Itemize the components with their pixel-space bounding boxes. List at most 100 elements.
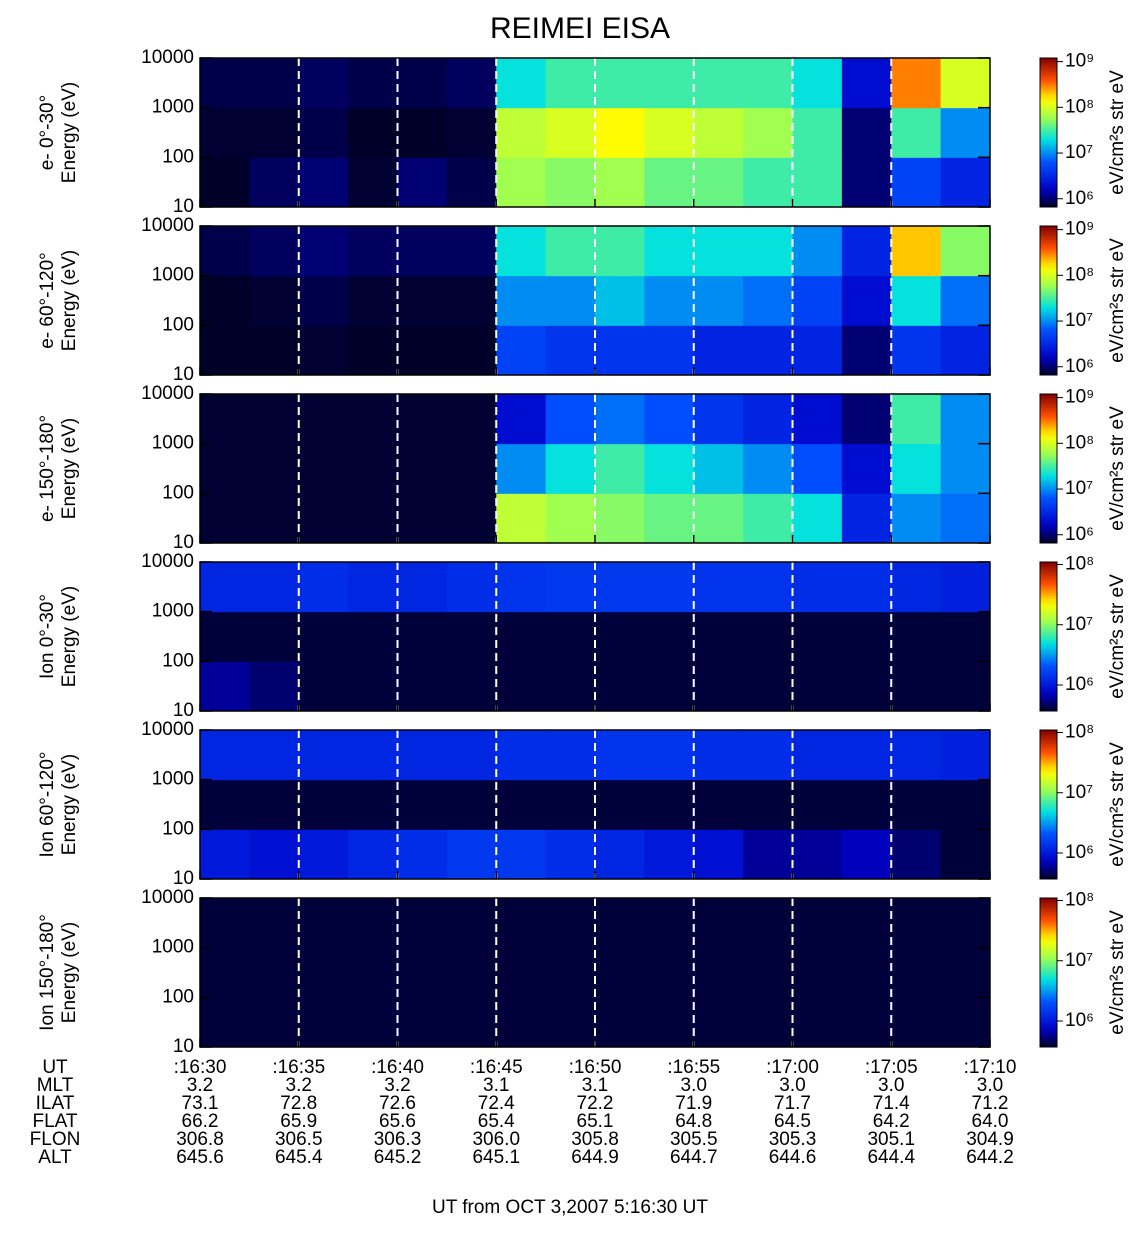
heatmap-cell	[644, 562, 695, 613]
heatmap-cell	[841, 562, 892, 613]
heatmap-cell	[446, 661, 497, 712]
y-tick-label: 100	[162, 146, 194, 167]
heatmap-cell	[644, 275, 695, 326]
row-value: 71.2	[972, 1093, 1009, 1114]
colorbar	[1039, 561, 1058, 712]
heatmap-cell	[397, 493, 448, 544]
y-axis-label: Ion 60°-120°	[37, 751, 58, 857]
heatmap-cell	[792, 443, 843, 494]
heatmap-cell	[693, 997, 744, 1048]
heatmap-cell	[743, 275, 793, 326]
heatmap-cell	[841, 829, 892, 880]
heatmap-cell	[545, 829, 596, 880]
heatmap-cell	[249, 443, 300, 494]
heatmap-cell	[841, 997, 892, 1048]
heatmap-cell	[595, 493, 645, 544]
heatmap-cell	[743, 157, 793, 208]
colorbar-tick-label: 10⁶	[1065, 524, 1094, 545]
heatmap-cell	[595, 562, 645, 613]
y-tick-label: 10	[173, 532, 194, 553]
heatmap-cell	[693, 325, 744, 376]
heatmap-cell	[644, 394, 695, 445]
heatmap-cell	[693, 898, 744, 949]
y-tick-label: 100	[162, 986, 194, 1007]
heatmap-cell	[792, 661, 843, 712]
heatmap-cell	[200, 611, 250, 662]
row-value: 72.8	[280, 1093, 317, 1114]
row-value: 71.4	[873, 1093, 910, 1114]
heatmap-cell	[298, 394, 349, 445]
heatmap-cell	[595, 157, 645, 208]
heatmap-cell	[348, 997, 398, 1048]
heatmap-cell	[348, 779, 398, 830]
heatmap-cell	[200, 394, 250, 445]
heatmap-cell	[545, 611, 596, 662]
heatmap-cell	[841, 275, 892, 326]
heatmap-cell	[397, 107, 448, 158]
row-value: :16:50	[569, 1057, 622, 1078]
heatmap-cell	[545, 779, 596, 830]
heatmap-cell	[940, 779, 991, 830]
heatmap-cell	[446, 611, 497, 662]
y-tick-label: 10	[173, 364, 194, 385]
y-axis-label: e- 150°-180°	[37, 415, 58, 522]
heatmap-cell	[348, 947, 398, 998]
row-value: 305.1	[867, 1129, 915, 1150]
heatmap-cell	[298, 107, 349, 158]
heatmap-cell	[693, 107, 744, 158]
heatmap-cell	[940, 947, 991, 998]
row-value: 305.8	[571, 1129, 619, 1150]
heatmap-cell	[693, 58, 744, 109]
colorbar-tick-label: 10⁷	[1065, 478, 1093, 499]
y-tick-label: 1000	[152, 433, 194, 454]
row-value: 71.9	[675, 1093, 712, 1114]
heatmap-cell	[891, 947, 942, 998]
heatmap-cell	[397, 325, 448, 376]
heatmap-cell	[891, 730, 942, 781]
heatmap-cell	[496, 898, 547, 949]
heatmap-cell	[693, 611, 744, 662]
heatmap-cell	[249, 493, 300, 544]
heatmap-cell	[595, 898, 645, 949]
heatmap-cell	[595, 58, 645, 109]
y-tick-label: 10	[173, 196, 194, 217]
heatmap-cell	[644, 325, 695, 376]
heatmap-cell	[644, 611, 695, 662]
colorbar-label: eV/cm²s str eV	[1107, 742, 1128, 867]
heatmap-cell	[348, 661, 398, 712]
heatmap-cell	[891, 394, 942, 445]
colorbar-tick-label: 10⁷	[1065, 950, 1093, 971]
heatmap-cell	[891, 107, 942, 158]
row-value: 645.1	[472, 1147, 520, 1168]
heatmap-cell	[743, 829, 793, 880]
heatmap-cell	[792, 157, 843, 208]
heatmap-cell	[397, 226, 448, 277]
row-value: 72.4	[478, 1093, 515, 1114]
heatmap-cell	[545, 58, 596, 109]
heatmap-cell	[298, 443, 349, 494]
y-axis-label: Energy (eV)	[59, 586, 80, 687]
heatmap-cell	[743, 562, 793, 613]
colorbar	[1039, 897, 1058, 1048]
heatmap-cell	[595, 661, 645, 712]
colorbar-tick-label: 10⁶	[1065, 1010, 1094, 1031]
colorbar-tick-label: 10⁷	[1065, 310, 1093, 331]
row-value: 3.2	[286, 1075, 312, 1096]
y-tick-label: 1000	[152, 769, 194, 790]
heatmap-cell	[841, 325, 892, 376]
heatmap-cell	[348, 611, 398, 662]
heatmap-cell	[595, 275, 645, 326]
heatmap-cell	[496, 394, 547, 445]
row-value: 71.7	[774, 1093, 811, 1114]
row-value: 644.2	[966, 1147, 1014, 1168]
heatmap-cell	[891, 779, 942, 830]
heatmap-cell	[644, 997, 695, 1048]
heatmap-cell	[496, 997, 547, 1048]
colorbar	[1039, 57, 1058, 208]
heatmap-cell	[200, 562, 250, 613]
heatmap-cell	[200, 829, 250, 880]
heatmap-cell	[595, 394, 645, 445]
row-label: ALT	[38, 1147, 72, 1168]
chart-title: REIMEI EISA	[490, 12, 670, 45]
heatmap-cell	[743, 730, 793, 781]
